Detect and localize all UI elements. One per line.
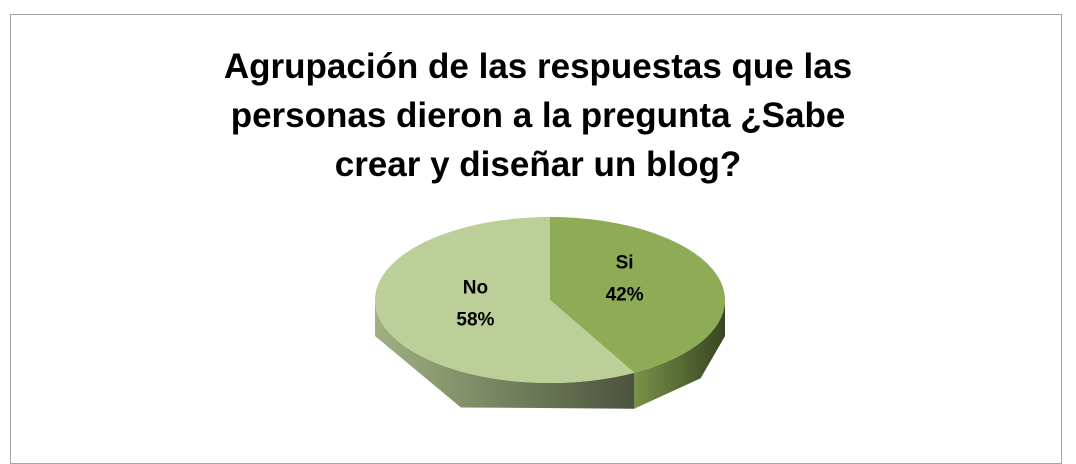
pie-side-shade xyxy=(375,300,635,409)
pie-slice xyxy=(375,217,635,383)
chart-title: Agrupación de las respuestas que las per… xyxy=(223,47,853,184)
page: {"chart_data": {"type": "pie", "title": … xyxy=(10,14,1062,464)
data-label-category: No xyxy=(463,277,488,298)
data-label-value: 58% xyxy=(456,309,494,330)
chart: Si 42% No 58% xyxy=(375,217,725,409)
data-label-value: 42% xyxy=(606,285,644,306)
pie-slice xyxy=(550,217,725,373)
data-label-category: Si xyxy=(616,253,634,274)
pie-side-shade xyxy=(634,300,725,409)
